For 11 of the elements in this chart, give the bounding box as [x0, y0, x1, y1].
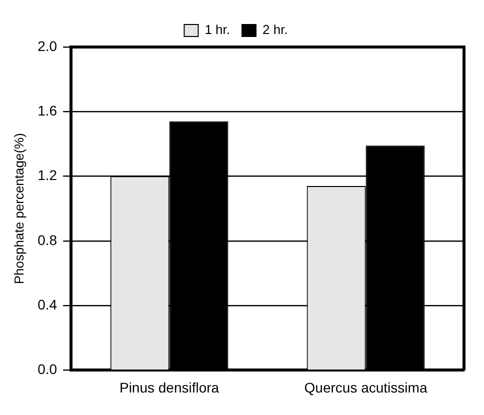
y-tick-label: 1.2 [38, 167, 58, 184]
y-tick-label: 0.0 [38, 361, 58, 378]
y-axis-title: Phosphate percentage(%) [11, 133, 26, 284]
y-tick-label: 0.4 [38, 296, 58, 312]
y-tick-label: 0.8 [38, 232, 58, 248]
legend-label: 1 hr. [204, 22, 230, 38]
y-tick-label: 2.0 [38, 38, 58, 54]
legend-label: 2 hr. [262, 22, 288, 38]
x-tick-label: Pinus densiflora [119, 379, 220, 396]
y-tick-label: 1.6 [38, 102, 58, 118]
x-tick-label: Quercus acutissima [304, 379, 428, 396]
